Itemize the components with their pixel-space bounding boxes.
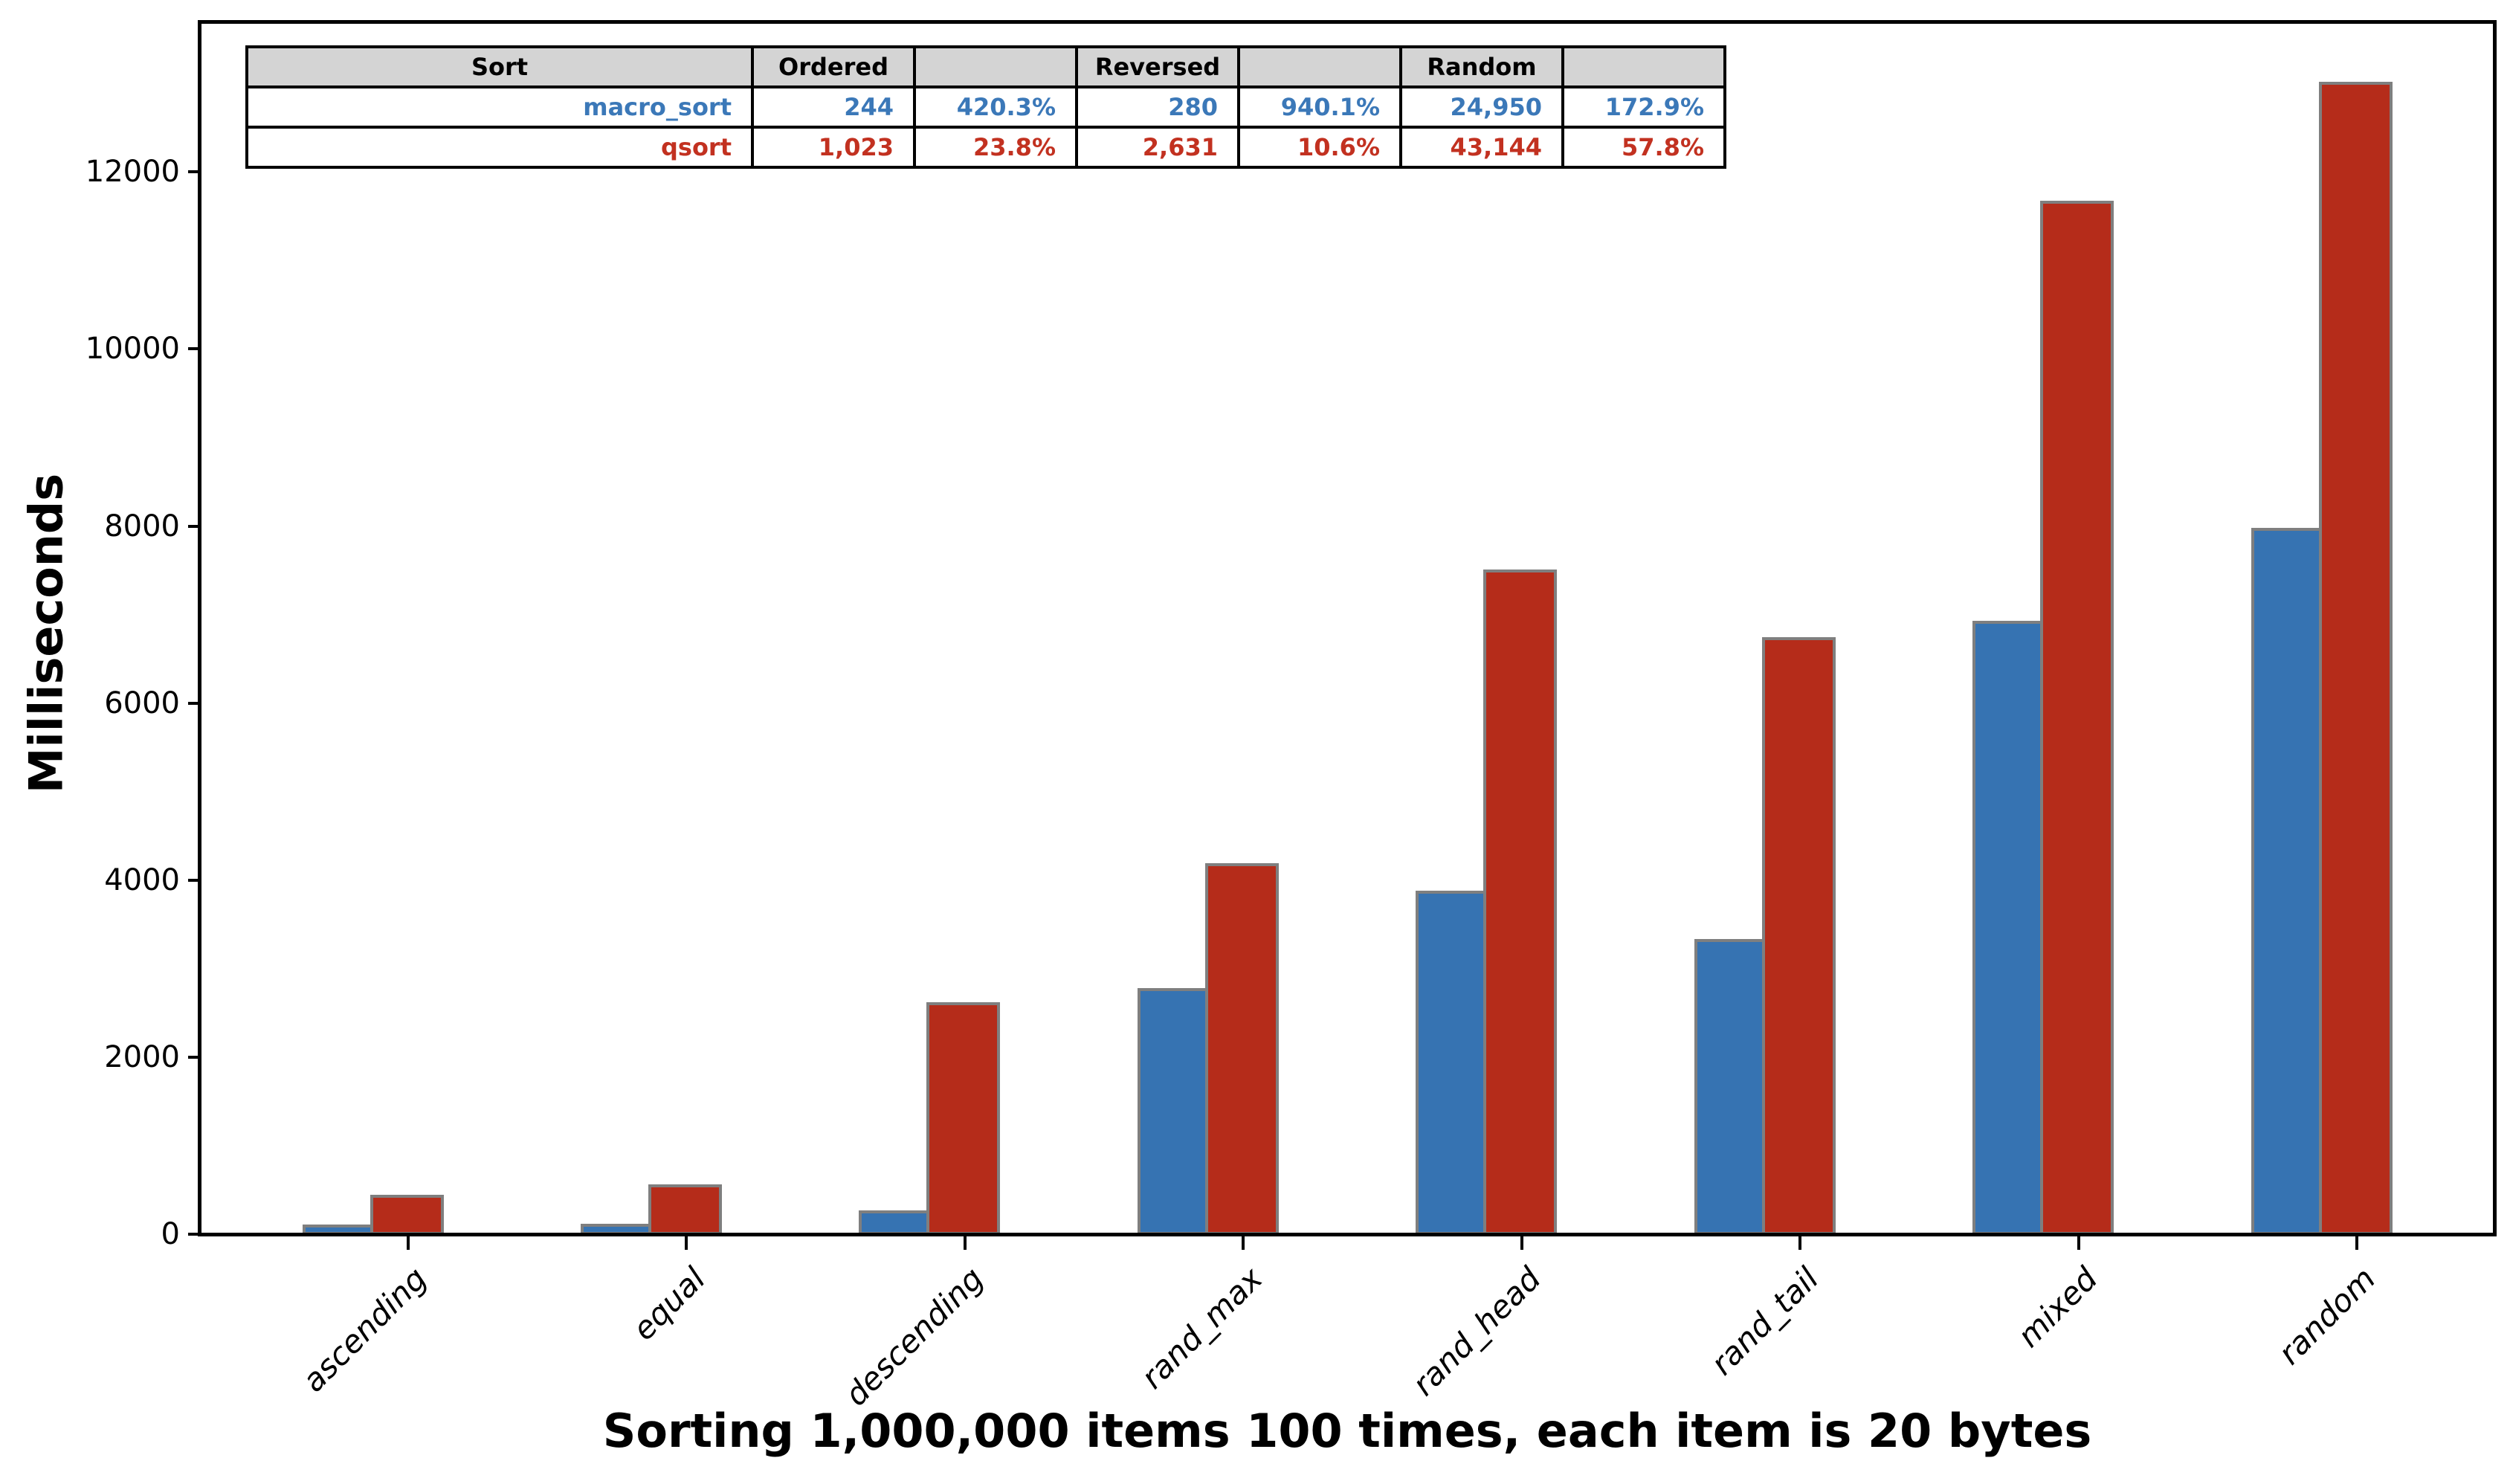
y-tick-mark xyxy=(188,878,200,882)
bar-qsort-random xyxy=(2318,81,2393,1235)
table-header-blank xyxy=(913,45,1078,88)
table-row-macro_sort: macro_sort 244 420.3% 280 940.1% 24,950 172.9% xyxy=(245,86,1726,129)
x-tick-label-ascending: ascending xyxy=(295,1260,434,1399)
table-cell-value: 10.6% xyxy=(1237,126,1402,169)
y-tick-mark xyxy=(188,1233,200,1236)
table-cell-value: 940.1% xyxy=(1237,86,1402,129)
table-cell-value: 1,023 xyxy=(751,126,916,169)
table-header-blank xyxy=(1561,45,1726,88)
table-cell-value: 23.8% xyxy=(913,126,1078,169)
y-tick-label: 10000 xyxy=(85,332,180,367)
x-tick-label-random: random xyxy=(2271,1260,2383,1372)
table-cell-value: 57.8% xyxy=(1561,126,1726,169)
y-tick-label: 6000 xyxy=(104,685,180,720)
bar-macro_sort-random xyxy=(2251,527,2322,1235)
summary-table-header-row: Sort Ordered Reversed Random xyxy=(245,45,1726,88)
bar-qsort-mixed xyxy=(2040,201,2114,1235)
x-tick-mark xyxy=(1798,1235,1802,1250)
x-tick-mark xyxy=(1520,1235,1523,1250)
table-cell-value: 24,950 xyxy=(1399,86,1564,129)
bar-macro_sort-equal xyxy=(580,1224,651,1235)
y-axis-title: Milliseconds xyxy=(19,473,74,794)
y-tick-mark xyxy=(188,347,200,351)
y-tick-label: 12000 xyxy=(85,155,180,190)
table-header-reversed: Reversed xyxy=(1075,45,1240,88)
table-header-blank xyxy=(1237,45,1402,88)
bar-macro_sort-descending xyxy=(859,1210,930,1235)
table-cell-value: 172.9% xyxy=(1561,86,1726,129)
x-tick-mark xyxy=(1242,1235,1245,1250)
table-row-qsort: qsort 1,023 23.8% 2,631 10.6% 43,144 57.8% xyxy=(245,126,1726,169)
y-tick-mark xyxy=(188,524,200,528)
x-tick-label-equal: equal xyxy=(625,1260,713,1348)
plot-area xyxy=(198,20,2497,1236)
x-tick-label-rand_head: rand_head xyxy=(1404,1260,1548,1403)
y-tick-mark xyxy=(188,170,200,174)
y-tick-mark xyxy=(188,701,200,705)
table-cell-value: 420.3% xyxy=(913,86,1078,129)
table-header-random: Random xyxy=(1399,45,1564,88)
bar-qsort-descending xyxy=(926,1001,1001,1235)
table-header-sort: Sort xyxy=(245,45,754,88)
bar-macro_sort-rand_tail xyxy=(1694,939,1765,1235)
bar-qsort-rand_head xyxy=(1483,570,1558,1235)
bar-macro_sort-rand_head xyxy=(1416,890,1487,1235)
table-cell-value: 43,144 xyxy=(1399,126,1564,169)
y-tick-label: 8000 xyxy=(104,509,180,543)
table-cell-name: macro_sort xyxy=(245,86,754,129)
bar-qsort-rand_max xyxy=(1204,862,1279,1235)
x-tick-mark xyxy=(407,1235,410,1250)
bar-macro_sort-ascending xyxy=(302,1224,373,1235)
table-cell-name: qsort xyxy=(245,126,754,169)
chart-title: Sorting 1,000,000 items 100 times, each … xyxy=(602,1404,2092,1458)
table-cell-value: 244 xyxy=(751,86,916,129)
table-cell-value: 280 xyxy=(1075,86,1240,129)
x-tick-mark xyxy=(2355,1235,2358,1250)
summary-table: Sort Ordered Reversed Random macro_sort 244 4… xyxy=(245,45,1726,169)
y-tick-label: 4000 xyxy=(104,862,180,897)
bar-qsort-ascending xyxy=(370,1195,444,1235)
x-tick-label-rand_tail: rand_tail xyxy=(1703,1260,1826,1382)
table-cell-value: 2,631 xyxy=(1075,126,1240,169)
y-tick-label: 2000 xyxy=(104,1039,180,1074)
x-tick-label-descending: descending xyxy=(838,1260,991,1413)
x-tick-mark xyxy=(685,1235,688,1250)
y-tick-label: 0 xyxy=(161,1217,180,1251)
bar-qsort-equal xyxy=(648,1184,722,1235)
bar-qsort-rand_tail xyxy=(1761,636,1836,1235)
x-tick-mark xyxy=(963,1235,967,1250)
bar-macro_sort-mixed xyxy=(1972,620,2044,1235)
bar-macro_sort-rand_max xyxy=(1137,987,1208,1235)
y-tick-mark xyxy=(188,1055,200,1059)
x-tick-label-rand_max: rand_max xyxy=(1133,1260,1269,1396)
table-header-ordered: Ordered xyxy=(751,45,916,88)
x-tick-mark xyxy=(2077,1235,2080,1250)
x-tick-label-mixed: mixed xyxy=(2010,1260,2105,1355)
